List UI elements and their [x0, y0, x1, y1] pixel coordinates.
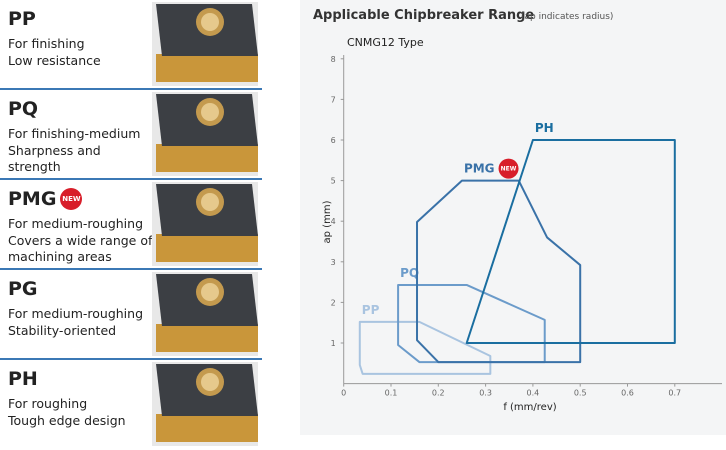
x-tick-label: 0.2: [432, 389, 445, 398]
insert-image: [152, 362, 258, 446]
region: [358, 320, 492, 375]
y-tick-label: 4: [331, 217, 336, 226]
item-description: Low resistance: [8, 52, 101, 68]
chart: Applicable Chipbreaker Range (ap indicat…: [300, 0, 726, 435]
x-tick-label: 0.1: [385, 389, 398, 398]
badge: NEW: [60, 188, 83, 210]
item-description: strength: [8, 159, 61, 174]
item: PP For finishing Low resistance: [0, 0, 262, 90]
item-description: Sharpness and: [8, 142, 101, 158]
x-tick-label: 0.3: [479, 389, 492, 398]
x-tick-label: 0.6: [621, 389, 634, 398]
item-title: PH: [8, 368, 38, 390]
badge-circle: [498, 158, 519, 179]
item-name: PP: [8, 8, 36, 30]
item-description: For medium-roughing: [8, 306, 144, 321]
item-description: machining areas: [8, 249, 112, 264]
y-tick-label: 5: [331, 177, 336, 186]
region-label: PP: [362, 303, 380, 317]
x-axis-label: f (mm/rev): [503, 402, 556, 413]
chipbreaker-list: PP For finishing Low resistance PQ For finis…: [0, 0, 262, 446]
item-name: PG: [8, 278, 38, 300]
region-label: PQ: [400, 266, 419, 280]
chart-background: [300, 0, 726, 435]
insert-image: [152, 92, 258, 176]
item-name: PQ: [8, 98, 39, 120]
y-tick-label: 8: [331, 55, 336, 64]
x-tick-label: 0.5: [574, 389, 587, 398]
item-name: PMG: [8, 188, 57, 210]
item-title: PP: [8, 8, 36, 30]
item-description: Tough edge design: [8, 412, 126, 428]
x-tick-label: 0: [341, 389, 346, 398]
item-description: For finishing-medium: [8, 126, 141, 141]
insert-image: [152, 182, 258, 266]
item: PQ For finishing-medium Sharpness and stren…: [0, 90, 262, 180]
region: [465, 139, 676, 344]
item-description: For roughing: [8, 396, 88, 411]
insert-image: [152, 272, 258, 356]
region-label: PMG: [464, 162, 495, 176]
item-title: PG: [8, 278, 38, 300]
item-description: For medium-roughing: [8, 216, 144, 231]
x-tick-label: 0.4: [527, 389, 540, 398]
y-tick-label: 1: [331, 339, 336, 348]
item-description: For finishing: [8, 36, 85, 51]
item-name: PH: [8, 368, 38, 390]
badge-text: NEW: [501, 166, 517, 173]
y-tick-label: 3: [331, 258, 336, 267]
chart-subtitle: (ap indicates radius): [521, 12, 613, 22]
insert-image: [152, 2, 258, 86]
y-tick-label: 6: [331, 136, 336, 145]
chart-title: Applicable Chipbreaker Range: [313, 8, 534, 23]
y-axis-label: ap (mm): [322, 200, 333, 243]
y-tick-label: 7: [331, 95, 336, 104]
item-description: Stability-oriented: [8, 322, 117, 338]
item: PG For medium-roughing Stability-oriented: [0, 270, 262, 360]
item-description: Covers a wide range of: [8, 232, 153, 248]
item-title: PMG NEW: [8, 188, 83, 210]
region-label: PH: [535, 121, 554, 135]
item: PH For roughing Tough edge design: [0, 360, 262, 450]
item-title: PQ: [8, 98, 38, 120]
y-tick-label: 2: [331, 298, 336, 307]
x-tick-label: 0.7: [668, 389, 681, 398]
annotation: CNMG12 Type: [347, 36, 424, 49]
region: [416, 179, 582, 364]
item: PMG NEW For medium-roughing Covers a wide r…: [0, 180, 262, 270]
